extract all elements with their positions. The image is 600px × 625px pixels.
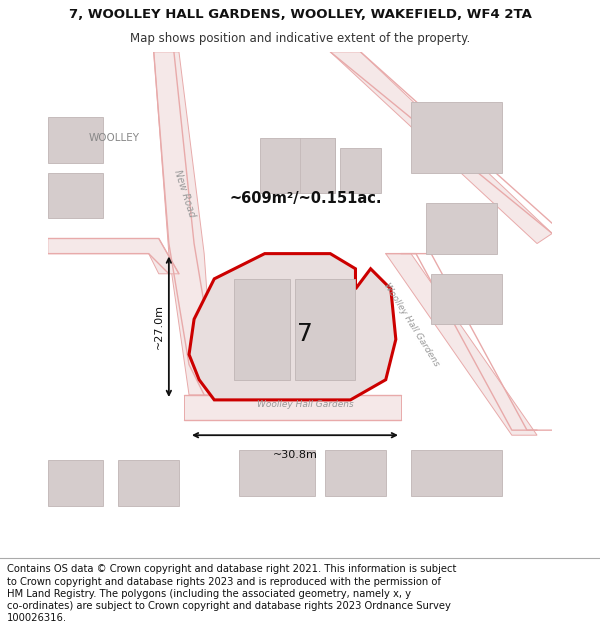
- Bar: [118, 461, 179, 506]
- Bar: [340, 148, 381, 193]
- Text: ~30.8m: ~30.8m: [272, 451, 317, 461]
- Polygon shape: [330, 52, 552, 244]
- Bar: [48, 118, 103, 163]
- Polygon shape: [48, 239, 179, 274]
- Text: ~609m²/~0.151ac.: ~609m²/~0.151ac.: [229, 191, 382, 206]
- Polygon shape: [386, 254, 537, 435]
- Polygon shape: [235, 279, 290, 380]
- Text: HM Land Registry. The polygons (including the associated geometry, namely x, y: HM Land Registry. The polygons (includin…: [7, 589, 411, 599]
- Polygon shape: [189, 254, 396, 400]
- Text: Woolley Hall Gardens: Woolley Hall Gardens: [257, 401, 353, 409]
- Text: 7: 7: [297, 322, 313, 346]
- Bar: [426, 203, 497, 254]
- Text: Map shows position and indicative extent of the property.: Map shows position and indicative extent…: [130, 32, 470, 46]
- Bar: [260, 138, 335, 193]
- Bar: [431, 274, 502, 324]
- Bar: [48, 173, 103, 218]
- Text: 100026316.: 100026316.: [7, 612, 67, 622]
- Bar: [48, 461, 103, 506]
- Text: co-ordinates) are subject to Crown copyright and database rights 2023 Ordnance S: co-ordinates) are subject to Crown copyr…: [7, 601, 451, 611]
- Bar: [411, 451, 502, 496]
- Text: Contains OS data © Crown copyright and database right 2021. This information is : Contains OS data © Crown copyright and d…: [7, 564, 457, 574]
- Text: WOOLLEY: WOOLLEY: [88, 132, 139, 142]
- Bar: [325, 451, 386, 496]
- Text: Woolley Hall Gardens: Woolley Hall Gardens: [382, 281, 440, 368]
- Text: New Road: New Road: [172, 168, 196, 218]
- Text: to Crown copyright and database rights 2023 and is reproduced with the permissio: to Crown copyright and database rights 2…: [7, 576, 441, 586]
- Polygon shape: [154, 52, 214, 395]
- Text: 7, WOOLLEY HALL GARDENS, WOOLLEY, WAKEFIELD, WF4 2TA: 7, WOOLLEY HALL GARDENS, WOOLLEY, WAKEFI…: [68, 8, 532, 21]
- Bar: [239, 451, 315, 496]
- Bar: [411, 102, 502, 173]
- Polygon shape: [184, 395, 401, 420]
- Text: ~27.0m: ~27.0m: [154, 304, 164, 349]
- Polygon shape: [295, 279, 355, 380]
